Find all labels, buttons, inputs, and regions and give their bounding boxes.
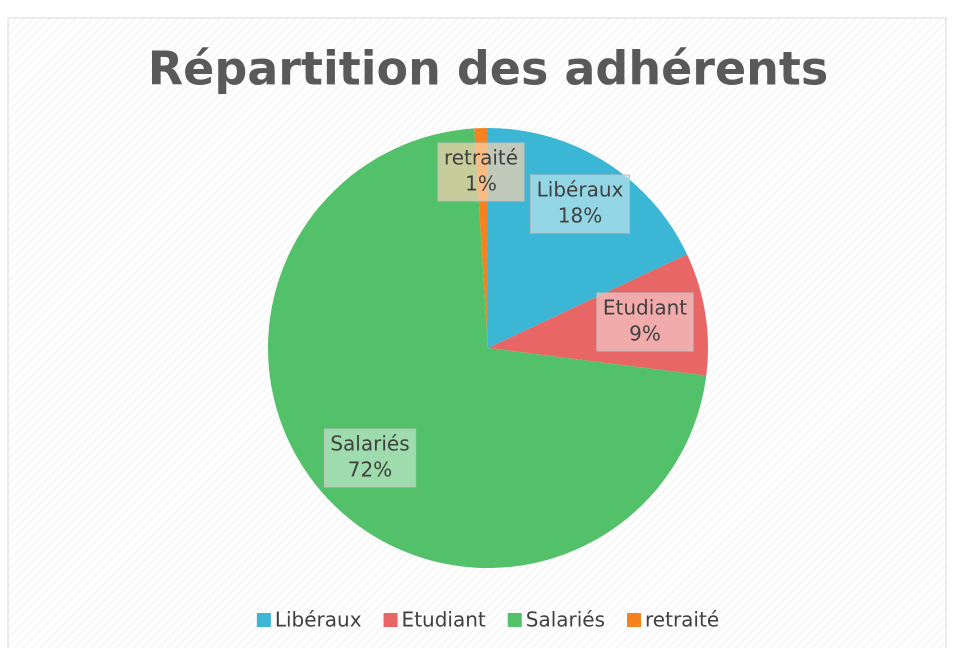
data-label-box — [596, 292, 694, 352]
legend-swatch — [383, 613, 398, 627]
data-label-value: 72% — [348, 458, 392, 482]
data-label-value: 1% — [465, 172, 497, 196]
data-label-bg — [596, 293, 694, 351]
legend-swatch — [627, 613, 642, 627]
data-label-bg — [530, 175, 630, 233]
data-label-box — [323, 428, 417, 488]
chart-title: Répartition des adhérents — [148, 42, 829, 96]
legend-swatch — [256, 613, 271, 627]
data-label-name: Libéraux — [537, 178, 624, 202]
data-label-name: retraité — [444, 146, 518, 170]
legend-label: Salariés — [526, 608, 605, 632]
data-label-value: 18% — [558, 204, 602, 228]
data-label-bg — [324, 429, 416, 487]
legend: Libéraux Etudiant Salariés retraité — [256, 608, 719, 632]
legend-swatch — [507, 613, 522, 627]
data-label-box — [437, 142, 525, 202]
data-label-value: 9% — [629, 322, 661, 346]
data-label-bg — [437, 143, 525, 201]
data-label-box — [530, 174, 630, 234]
data-label-name: Salariés — [330, 432, 409, 456]
legend-label: Etudiant — [402, 608, 486, 632]
data-label-name: Etudiant — [603, 296, 687, 320]
legend-label: retraité — [645, 608, 719, 632]
legend-label: Libéraux — [275, 608, 362, 632]
